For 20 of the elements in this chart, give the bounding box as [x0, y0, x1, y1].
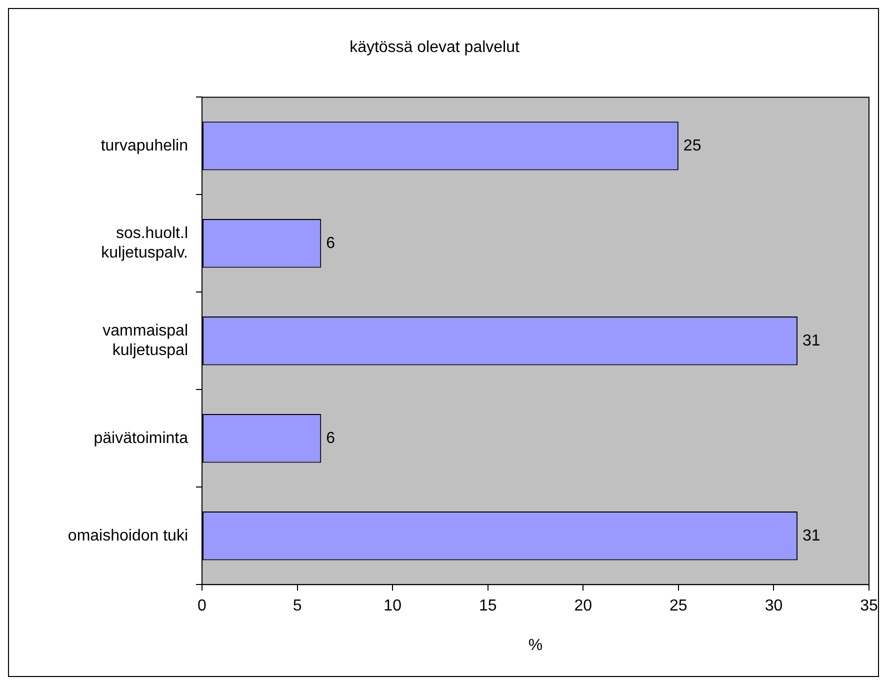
y-tick-label: vammaispal kuljetuspal	[102, 322, 188, 359]
x-tick-label: 10	[384, 598, 402, 615]
x-tick-label: 30	[764, 598, 783, 615]
x-tick-label: 25	[670, 598, 688, 615]
x-tick-label: 0	[198, 598, 207, 615]
y-tick-label: päivätoiminta	[94, 430, 188, 447]
x-tick-label: 5	[292, 598, 302, 615]
data-label: 6	[326, 430, 336, 447]
x-tick-label: 15	[478, 598, 497, 615]
data-label: 31	[802, 527, 820, 544]
x-axis-title: %	[528, 636, 543, 654]
y-tick-label: turvapuhelin	[100, 137, 188, 154]
chart-title: käytössä olevat palvelut	[350, 39, 520, 56]
data-label: 25	[683, 137, 702, 154]
y-tick-label: omaishoidon tuki	[68, 527, 188, 544]
data-label: 31	[802, 332, 820, 350]
x-tick-label: 20	[574, 598, 592, 615]
data-label: 6	[326, 234, 336, 252]
y-tick-label: sos.huolt.l kuljetuspalv.	[101, 225, 188, 262]
x-tick-label: 35	[860, 598, 878, 615]
